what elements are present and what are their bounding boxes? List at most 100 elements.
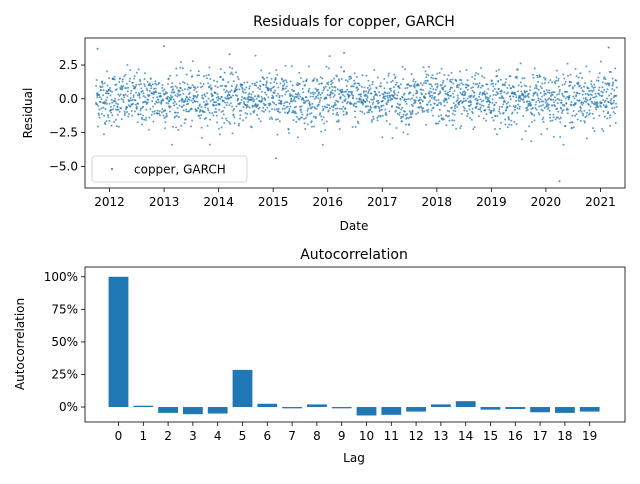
residual-point — [526, 107, 528, 109]
residual-point — [231, 105, 233, 107]
residual-point — [343, 70, 345, 72]
residual-point — [391, 105, 393, 107]
residual-point — [422, 107, 424, 109]
residual-point — [507, 126, 509, 128]
residual-point — [448, 115, 450, 117]
residual-point — [116, 125, 118, 127]
lag-tick-label: 0 — [115, 429, 123, 443]
residual-point — [365, 75, 367, 77]
residual-point — [554, 105, 556, 107]
residual-point — [579, 85, 581, 87]
residual-point — [190, 87, 192, 89]
residual-point — [236, 95, 238, 97]
residual-point — [109, 87, 111, 89]
residual-point — [215, 104, 217, 106]
residual-point — [491, 117, 493, 119]
residual-point — [616, 86, 618, 88]
residual-point — [311, 106, 313, 108]
residual-point — [482, 99, 484, 101]
residual-point — [548, 89, 550, 91]
residual-point — [136, 106, 138, 108]
residual-point — [366, 98, 368, 100]
residual-point — [219, 98, 221, 100]
residual-point — [237, 98, 239, 100]
residual-point — [416, 96, 418, 98]
residual-point — [199, 117, 201, 119]
residual-point — [491, 110, 493, 112]
residual-point — [188, 99, 190, 101]
residual-point — [570, 74, 572, 76]
residual-point — [345, 79, 347, 81]
residual-point — [117, 114, 119, 116]
residual-point — [118, 99, 120, 101]
residual-point — [125, 87, 127, 89]
residual-point — [316, 80, 318, 82]
residual-point — [224, 101, 226, 103]
residual-point — [574, 115, 576, 117]
residual-point — [615, 122, 617, 124]
residual-point — [560, 108, 562, 110]
lag-tick-label: 19 — [582, 429, 597, 443]
residual-point — [252, 97, 254, 99]
residual-point — [136, 108, 138, 110]
residual-point — [603, 104, 605, 106]
residual-point — [362, 74, 364, 76]
residual-point — [221, 96, 223, 98]
residual-point — [425, 124, 427, 126]
residual-point — [203, 101, 205, 103]
residuals-legend: copper, GARCH — [92, 156, 247, 182]
residual-point — [132, 96, 134, 98]
residual-point — [191, 108, 193, 110]
residual-point — [180, 94, 182, 96]
residual-point — [452, 82, 454, 84]
residual-point — [322, 144, 324, 146]
residual-point — [594, 86, 596, 88]
residual-point — [612, 102, 614, 104]
residual-point — [452, 113, 454, 115]
residual-point — [267, 96, 269, 98]
residual-point — [430, 83, 432, 85]
residual-point — [97, 105, 99, 107]
residual-point — [364, 86, 366, 88]
residual-point — [429, 95, 431, 97]
residual-point — [398, 114, 400, 116]
residual-point — [171, 91, 173, 93]
residual-point — [184, 88, 186, 90]
residual-point — [537, 97, 539, 99]
residual-point — [581, 104, 583, 106]
residual-point — [98, 109, 100, 111]
residual-point — [294, 110, 296, 112]
residual-point — [581, 77, 583, 79]
residual-point — [205, 96, 207, 98]
residual-point — [387, 95, 389, 97]
residual-point — [258, 118, 260, 120]
residual-point — [455, 128, 457, 130]
residual-point — [475, 98, 477, 100]
residual-point — [584, 122, 586, 124]
residual-point — [198, 115, 200, 117]
residual-point — [566, 91, 568, 93]
residual-point — [571, 127, 573, 129]
residual-point — [318, 92, 320, 94]
residual-point — [473, 92, 475, 94]
residual-point — [477, 99, 479, 101]
residual-point — [363, 99, 365, 101]
residual-point — [212, 115, 214, 117]
residual-point — [257, 104, 259, 106]
residual-point — [356, 76, 358, 78]
residual-point — [210, 84, 212, 86]
residual-point — [355, 126, 357, 128]
residual-point — [371, 121, 373, 123]
residual-point — [549, 79, 551, 81]
residual-point — [202, 85, 204, 87]
residual-outlier-point — [608, 46, 610, 48]
autocorrelation-bars — [109, 277, 600, 416]
residual-point — [283, 85, 285, 87]
residual-point — [435, 78, 437, 80]
residual-point — [613, 89, 615, 91]
residual-point — [276, 74, 278, 76]
residual-point — [538, 89, 540, 91]
residual-point — [450, 95, 452, 97]
residual-point — [154, 110, 156, 112]
residual-point — [454, 107, 456, 109]
